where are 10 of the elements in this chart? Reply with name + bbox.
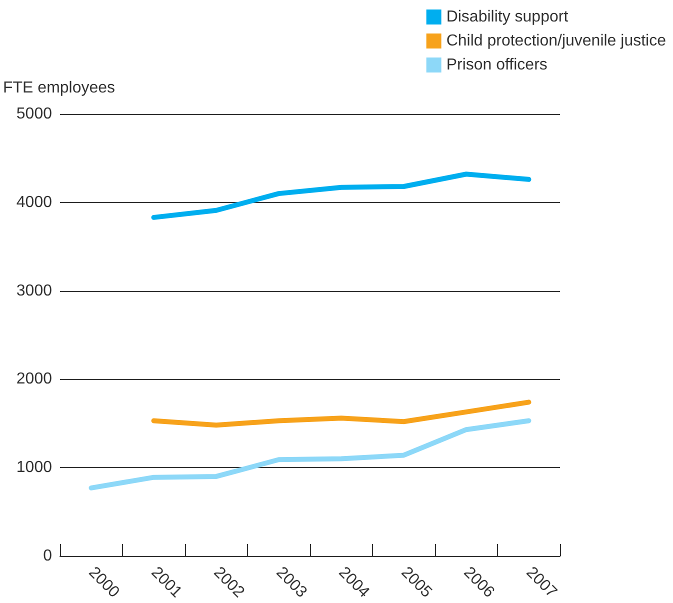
y-tick-label: 2000 (16, 370, 52, 388)
legend-label: Disability support (446, 8, 569, 26)
y-tick-label: 4000 (16, 194, 52, 211)
y-tick-label: 0 (43, 548, 52, 564)
legend-label: Child protection/juvenile justice (446, 32, 666, 50)
y-axis-title: FTE employees (3, 80, 116, 96)
legend-label: Prison officers (446, 56, 548, 74)
y-tick-label: 3000 (16, 282, 52, 300)
y-tick-label: 5000 (16, 106, 52, 122)
y-tick-label: 1000 (16, 459, 52, 476)
